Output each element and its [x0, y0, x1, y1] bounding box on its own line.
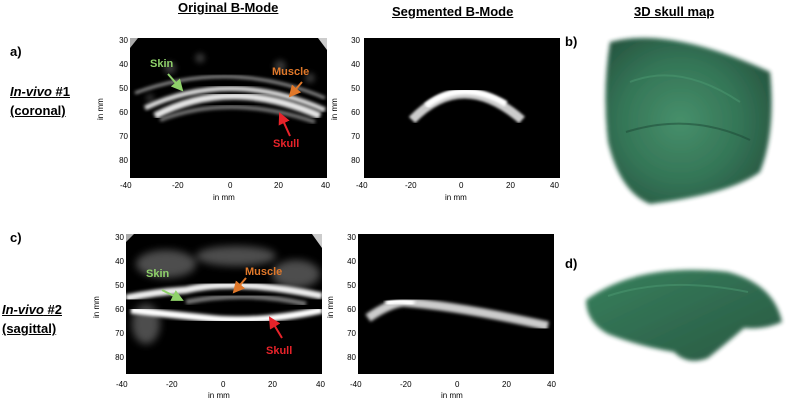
x-tick: 0: [459, 181, 464, 190]
x-tick: 20: [502, 380, 511, 389]
x-tick: 20: [268, 380, 277, 389]
annotation-skull-2: Skull: [266, 345, 293, 357]
y-axis-label-original-2: in mm: [92, 296, 101, 318]
y-tick: 30: [119, 36, 128, 45]
y-tick: 80: [119, 156, 128, 165]
x-axis-label-original-2: in mm: [208, 391, 230, 400]
y-tick: 30: [115, 233, 124, 242]
x-tick: 0: [221, 380, 226, 389]
x-tick: -40: [356, 181, 368, 190]
y-axis-label-original-1: in mm: [96, 98, 105, 120]
annotation-skin-1: Skin: [150, 58, 174, 70]
x-tick: 40: [316, 380, 325, 389]
skull-map-3d-2: [586, 269, 782, 361]
x-tick: 40: [550, 181, 559, 190]
skull-map-3d-1: [605, 37, 772, 204]
x-tick: 20: [274, 181, 283, 190]
y-tick: 70: [347, 329, 356, 338]
x-tick: -20: [166, 380, 178, 389]
annotation-muscle-2: Muscle: [245, 266, 283, 278]
y-axis-label-segmented-2: in mm: [326, 296, 335, 318]
y-tick: 30: [351, 36, 360, 45]
y-tick: 80: [115, 353, 124, 362]
y-tick: 60: [119, 108, 128, 117]
annotation-muscle-1: Muscle: [272, 66, 310, 78]
x-tick: -20: [405, 181, 417, 190]
x-tick: 0: [455, 380, 460, 389]
panel-letter-c: c): [10, 230, 22, 245]
x-tick: -40: [120, 181, 132, 190]
y-tick: 50: [347, 281, 356, 290]
panel-letter-d: d): [565, 256, 578, 271]
y-tick: 70: [351, 132, 360, 141]
x-tick: -20: [400, 380, 412, 389]
y-tick: 50: [115, 281, 124, 290]
y-tick: 30: [347, 233, 356, 242]
column-title-3d-map: 3D skull map: [634, 4, 715, 19]
y-tick: 40: [347, 257, 356, 266]
y-tick: 70: [115, 329, 124, 338]
case-label-1: In-vivo #1 (coronal): [10, 84, 70, 118]
y-tick: 50: [119, 84, 128, 93]
case-label-2: In-vivo #2 (sagittal): [2, 302, 62, 336]
panel-letter-a: a): [10, 44, 22, 59]
panel-letter-b: b): [565, 34, 578, 49]
original-bmode-image-1: [130, 38, 327, 178]
annotation-skull-1: Skull: [273, 138, 300, 150]
x-axis-label-original-1: in mm: [213, 193, 235, 202]
segmented-bmode-image-1: [364, 38, 560, 178]
y-tick: 40: [119, 60, 128, 69]
x-tick: -40: [116, 380, 128, 389]
x-tick: 20: [506, 181, 515, 190]
x-tick: -20: [172, 181, 184, 190]
annotation-skin-2: Skin: [146, 268, 170, 280]
y-tick: 60: [351, 108, 360, 117]
segmented-bmode-image-2: [358, 234, 554, 374]
y-tick: 60: [115, 305, 124, 314]
y-tick: 50: [351, 84, 360, 93]
column-title-original: Original B-Mode: [178, 0, 279, 15]
column-title-segmented: Segmented B-Mode: [392, 4, 514, 19]
y-tick: 40: [115, 257, 124, 266]
y-tick: 70: [119, 132, 128, 141]
x-axis-label-segmented-2: in mm: [441, 391, 463, 400]
x-tick: 40: [547, 380, 556, 389]
y-tick: 80: [347, 353, 356, 362]
x-tick: 40: [321, 181, 330, 190]
original-bmode-image-2: [126, 234, 322, 374]
x-tick: 0: [228, 181, 233, 190]
y-tick: 80: [351, 156, 360, 165]
x-tick: -40: [350, 380, 362, 389]
y-tick: 40: [351, 60, 360, 69]
annotation-arrows-2: [161, 277, 283, 339]
x-axis-label-segmented-1: in mm: [445, 193, 467, 202]
annotation-arrows-1: [167, 73, 303, 137]
y-tick: 60: [347, 305, 356, 314]
y-axis-label-segmented-1: in mm: [330, 98, 339, 120]
